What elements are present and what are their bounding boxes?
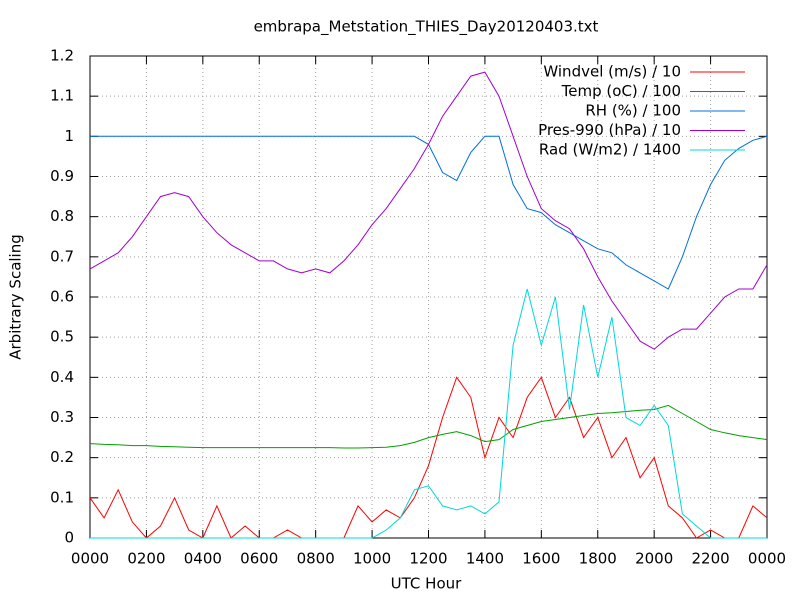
x-tick-label: 2000 [635, 550, 673, 568]
y-tick-label: 0.9 [50, 167, 74, 185]
x-tick-label: 0600 [240, 550, 278, 568]
y-tick-label: 0.2 [50, 448, 74, 466]
x-tick-label: 1000 [353, 550, 391, 568]
series-line [89, 404, 768, 449]
y-tick-label: 0.5 [50, 328, 74, 346]
x-tick-label: 0000 [748, 550, 786, 568]
y-tick-label: 1.1 [50, 87, 74, 105]
x-tick-label: 1400 [466, 550, 504, 568]
chart-title: embrapa_Metstation_THIES_Day20120403.txt [254, 18, 599, 37]
x-axis-label: UTC Hour [391, 575, 462, 593]
legend-label: Windvel (m/s) / 10 [543, 63, 681, 81]
y-tick-label: 1.2 [50, 47, 74, 65]
x-tick-label: 0200 [127, 550, 165, 568]
x-tick-label: 0000 [71, 550, 109, 568]
x-tick-label: 0800 [297, 550, 335, 568]
x-tick-label: 0400 [184, 550, 222, 568]
y-tick-label: 0.4 [50, 368, 74, 386]
legend-label: Rad (W/m2) / 1400 [539, 141, 681, 159]
y-tick-label: 0.7 [50, 247, 74, 265]
y-tick-label: 0.6 [50, 288, 74, 306]
series-line [90, 288, 767, 539]
y-tick-label: 0 [64, 529, 74, 547]
x-tick-label: 1200 [409, 550, 447, 568]
y-tick-label: 1 [64, 127, 74, 145]
y-tick-label: 0.3 [50, 408, 74, 426]
x-tick-label: 2200 [691, 550, 729, 568]
legend-label: RH (%) / 100 [585, 102, 681, 120]
x-tick-label: 1600 [522, 550, 560, 568]
series-line [89, 71, 768, 350]
plot-frame [89, 55, 768, 539]
y-tick-label: 0.1 [50, 488, 74, 506]
y-tick-label: 0.8 [50, 207, 74, 225]
y-axis-label: Arbitrary Scaling [7, 234, 25, 360]
series-line [89, 376, 768, 539]
legend-label: Pres-990 (hPa) / 10 [538, 121, 681, 139]
x-tick-label: 1800 [579, 550, 617, 568]
legend-label: Temp (oC) / 100 [561, 82, 681, 100]
